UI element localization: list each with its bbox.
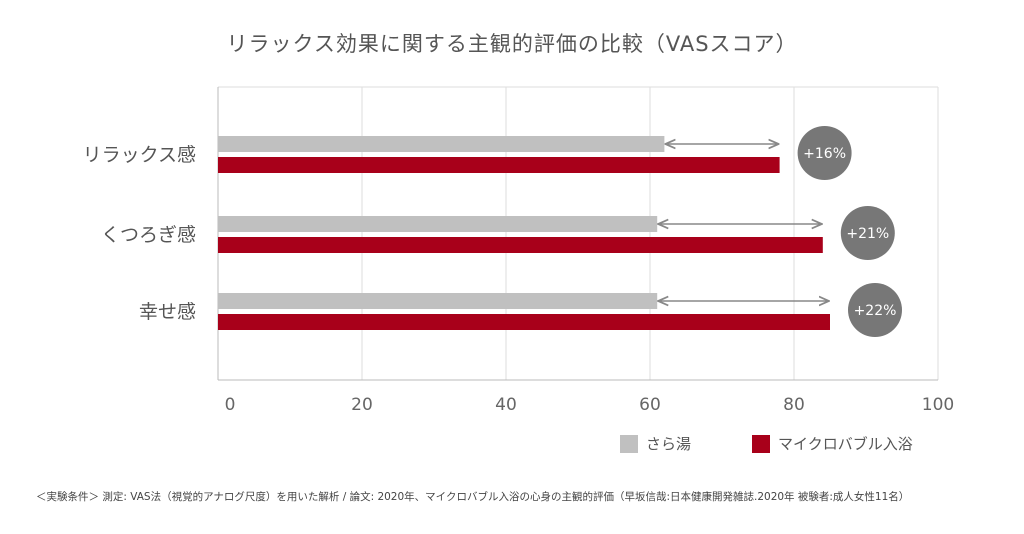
legend-swatch-bath (620, 434, 638, 453)
bar-microbubble (218, 314, 830, 330)
legend-label-microbubble: マイクロバブル入浴 (778, 435, 913, 453)
difference-badge (848, 283, 902, 337)
legend-swatch-microbubble (752, 434, 770, 453)
chart-title: リラックス効果に関する主観的評価の比較（VASスコア） (226, 32, 798, 56)
legend-item-microbubble: マイクロバブル入浴 (752, 433, 913, 454)
source-note: ＜実験条件＞ 測定: VAS法（視覚的アナログ尺度）を用いた解析 / 論文: 2… (36, 491, 910, 503)
category-label: 幸せ感 (139, 301, 196, 323)
category-label: リラックス感 (83, 144, 196, 166)
category-label: くつろぎ感 (101, 224, 196, 246)
legend-label-bath: さら湯 (646, 435, 692, 453)
difference-badge-label: +22% (854, 303, 897, 319)
x-tick-label: 40 (495, 395, 517, 415)
legend-item-bath: さら湯 (620, 433, 691, 454)
difference-badge-label: +21% (846, 226, 889, 242)
x-tick-label: 80 (783, 395, 805, 415)
bar-bath (218, 293, 658, 309)
x-tick-label: 100 (922, 395, 954, 415)
difference-badge (840, 206, 895, 260)
bar-microbubble (218, 237, 823, 253)
x-tick-label: 20 (351, 395, 373, 415)
x-tick-label: 60 (639, 395, 661, 415)
bar-bath (218, 136, 665, 152)
difference-badge-label: +16% (803, 146, 846, 162)
bar-bath (218, 216, 658, 232)
bar-microbubble (218, 157, 780, 173)
difference-badge (797, 126, 852, 180)
x-tick-label: 0 (225, 395, 236, 415)
